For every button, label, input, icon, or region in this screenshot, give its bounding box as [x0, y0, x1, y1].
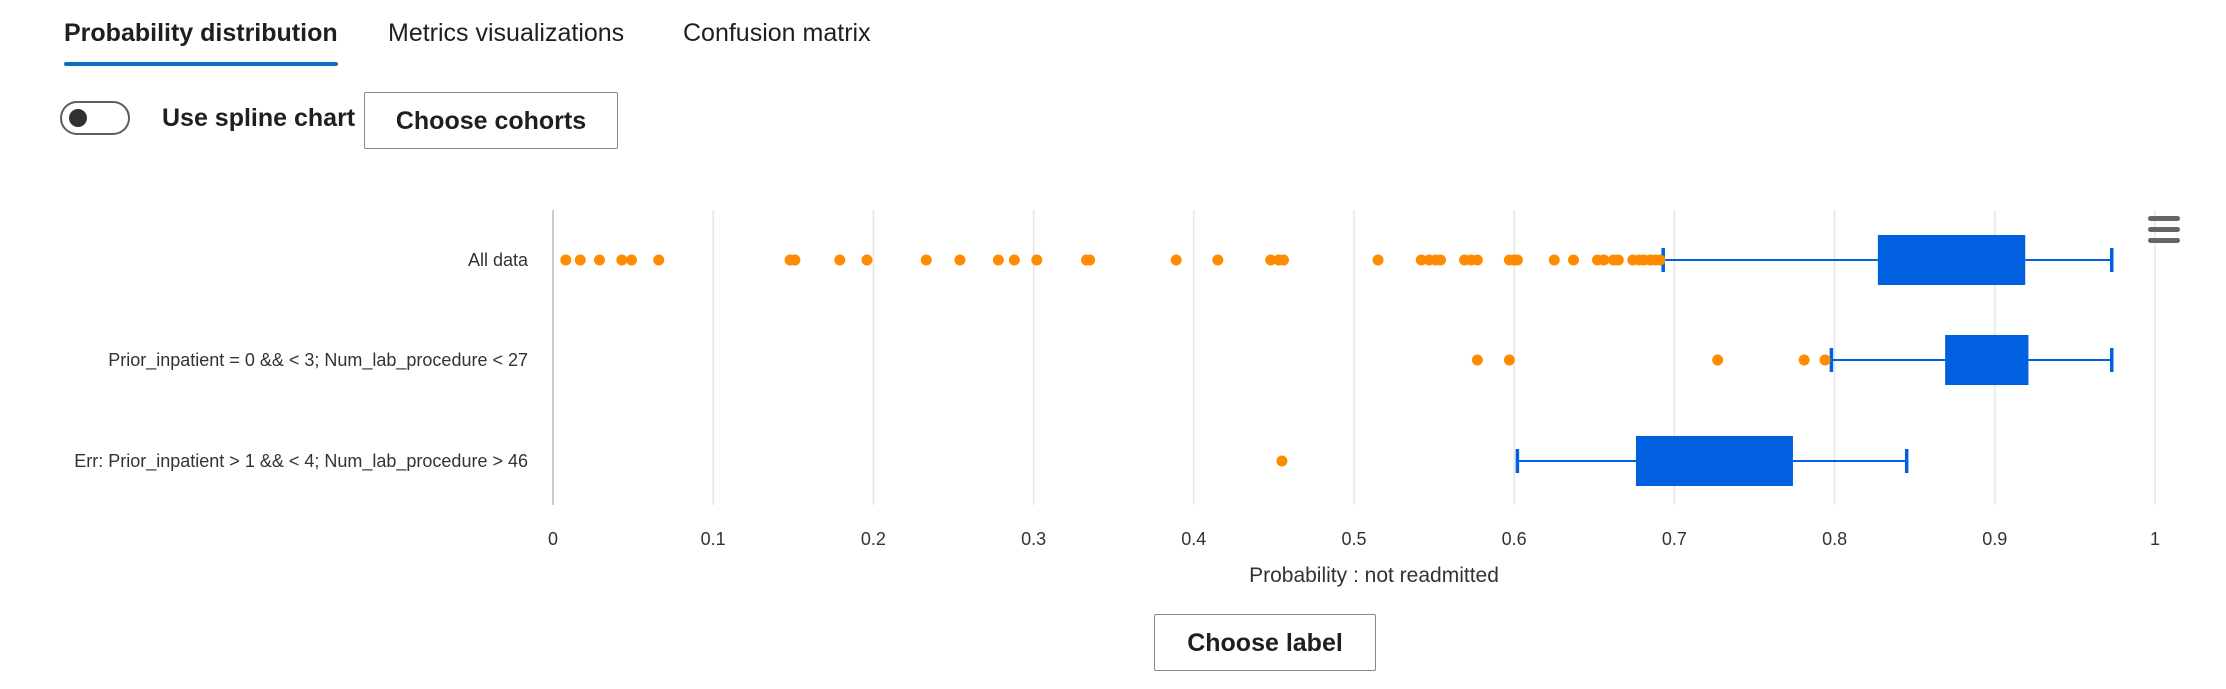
outlier-point	[1415, 254, 1427, 266]
outlier-point	[1471, 254, 1483, 266]
active-tab-indicator	[64, 62, 338, 66]
box	[1877, 235, 2026, 285]
x-tick-label: 0.1	[701, 529, 726, 549]
outlier-point	[1548, 254, 1560, 266]
tab-label: Confusion matrix	[683, 19, 871, 47]
x-tick-label: 0.7	[1662, 529, 1687, 549]
outlier-point	[1598, 254, 1610, 266]
outlier-point	[1511, 254, 1523, 266]
outlier-point	[789, 254, 801, 266]
box	[1635, 436, 1793, 486]
outlier-point	[954, 254, 966, 266]
outlier-point	[1471, 354, 1483, 366]
x-tick-label: 0.4	[1181, 529, 1206, 549]
tab-label: Probability distribution	[64, 19, 338, 47]
category-label: Err: Prior_inpatient > 1 && < 4; Num_lab…	[74, 451, 528, 472]
outlier-point	[861, 254, 873, 266]
outlier-point	[593, 254, 605, 266]
outlier-point	[992, 254, 1004, 266]
category-label: All data	[468, 250, 529, 270]
outlier-point	[1212, 254, 1224, 266]
outlier-point	[1031, 254, 1043, 266]
spline-chart-label: Use spline chart	[162, 104, 356, 132]
tab-probability-distribution[interactable]: Probability distribution	[64, 18, 338, 66]
spline-chart-toggle[interactable]	[60, 101, 130, 135]
outlier-point	[1372, 254, 1384, 266]
outlier-point	[1265, 254, 1277, 266]
outlier-point	[1819, 354, 1831, 366]
x-tick-label: 0.2	[861, 529, 886, 549]
outlier-point	[834, 254, 846, 266]
outlier-point	[616, 254, 628, 266]
probability-boxplot-chart: 0 0.1 0.2 0.3 0.4 0.5 0.6 0.7 0.8 0.9 1 Probability…	[74, 210, 2160, 587]
x-tick-label: 1	[2150, 529, 2160, 549]
outlier-point	[1654, 254, 1666, 266]
hamburger-menu-icon[interactable]	[2148, 216, 2180, 244]
tab-confusion-matrix[interactable]: Confusion matrix	[683, 18, 871, 66]
tab-label: Metrics visualizations	[388, 19, 625, 47]
x-tick-label: 0.6	[1502, 529, 1527, 549]
outlier-point	[1170, 254, 1182, 266]
outlier-point	[1276, 455, 1288, 467]
outlier-point	[1503, 354, 1515, 366]
outlier-point	[1798, 354, 1810, 366]
x-tick-label: 0.3	[1021, 529, 1046, 549]
x-tick-label: 0.5	[1341, 529, 1366, 549]
outlier-point	[1712, 354, 1724, 366]
outlier-point	[1008, 254, 1020, 266]
x-tick-label: 0.9	[1982, 529, 2007, 549]
x-axis-title: Probability : not readmitted	[1249, 564, 1499, 587]
outlier-point	[574, 254, 586, 266]
x-tick-label: 0.8	[1822, 529, 1847, 549]
outlier-point	[1612, 254, 1624, 266]
outlier-point	[1084, 254, 1096, 266]
choose-cohorts-button[interactable]: Choose cohorts	[364, 92, 618, 149]
outlier-point	[625, 254, 637, 266]
outlier-point	[920, 254, 932, 266]
x-tick-label: 0	[548, 529, 558, 549]
outlier-point	[653, 254, 665, 266]
choose-label-button[interactable]: Choose label	[1154, 614, 1376, 671]
category-label: Prior_inpatient = 0 && < 3; Num_lab_proc…	[108, 350, 528, 371]
outlier-point	[1567, 254, 1579, 266]
tab-metrics-visualizations[interactable]: Metrics visualizations	[388, 18, 624, 66]
outlier-point	[560, 254, 572, 266]
box	[1945, 335, 2029, 385]
outlier-point	[1435, 254, 1447, 266]
outlier-point	[1278, 254, 1290, 266]
toggle-knob	[69, 109, 87, 127]
